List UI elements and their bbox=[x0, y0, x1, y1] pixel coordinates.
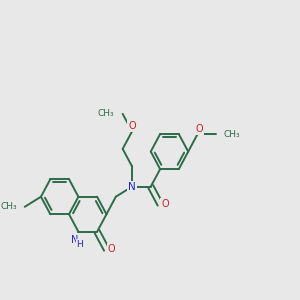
Text: O: O bbox=[107, 244, 115, 254]
Text: O: O bbox=[195, 124, 203, 134]
Text: O: O bbox=[161, 199, 169, 209]
Text: CH₃: CH₃ bbox=[224, 130, 241, 139]
Text: N: N bbox=[128, 182, 136, 192]
Text: CH₃: CH₃ bbox=[98, 109, 114, 118]
Text: N: N bbox=[71, 235, 79, 245]
Text: O: O bbox=[128, 121, 136, 131]
Text: CH₃: CH₃ bbox=[0, 202, 17, 211]
Text: H: H bbox=[76, 240, 83, 249]
